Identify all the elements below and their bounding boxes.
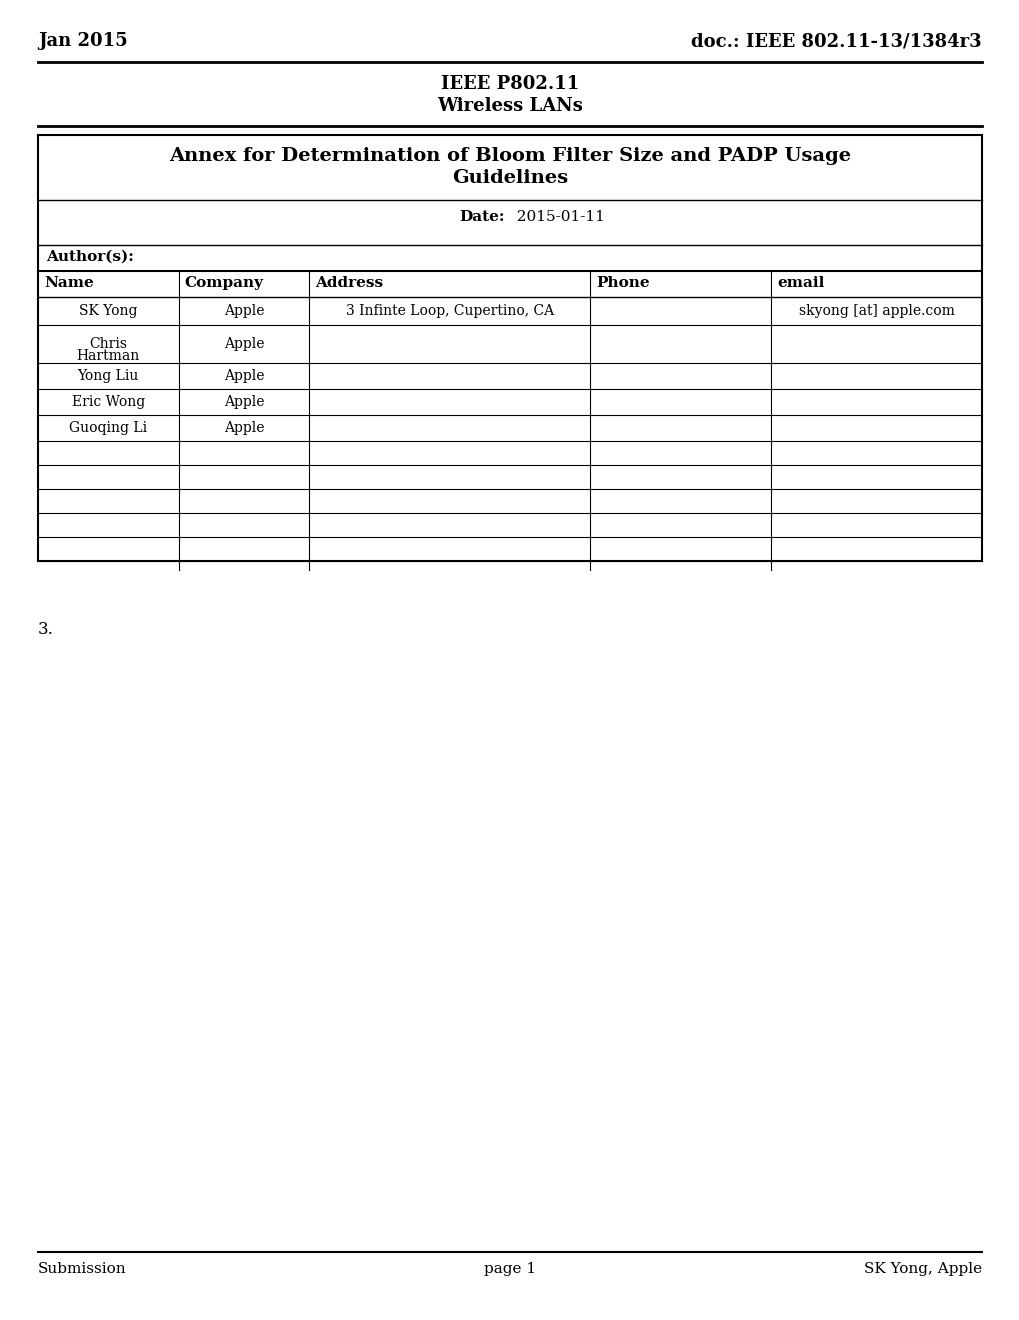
Text: Chris: Chris [90, 337, 127, 351]
Text: SK Yong, Apple: SK Yong, Apple [863, 1262, 981, 1276]
Text: Date:: Date: [459, 210, 504, 224]
Text: Hartman: Hartman [76, 348, 140, 363]
Text: Apple: Apple [223, 304, 264, 318]
Text: Phone: Phone [596, 276, 649, 290]
Text: Author(s):: Author(s): [46, 249, 133, 264]
Text: Apple: Apple [223, 337, 264, 351]
Text: page 1: page 1 [483, 1262, 536, 1276]
Text: Submission: Submission [38, 1262, 126, 1276]
Text: Annex for Determination of Bloom Filter Size and PADP Usage: Annex for Determination of Bloom Filter … [169, 147, 850, 165]
Text: Name: Name [44, 276, 94, 290]
Text: doc.: IEEE 802.11-13/1384r3: doc.: IEEE 802.11-13/1384r3 [691, 32, 981, 50]
Text: 3 Infinte Loop, Cupertino, CA: 3 Infinte Loop, Cupertino, CA [345, 304, 553, 318]
Text: Apple: Apple [223, 421, 264, 436]
Text: Eric Wong: Eric Wong [71, 395, 145, 409]
Text: Jan 2015: Jan 2015 [38, 32, 127, 50]
Text: IEEE P802.11: IEEE P802.11 [440, 75, 579, 92]
Text: 2015-01-11: 2015-01-11 [506, 210, 604, 224]
Text: Apple: Apple [223, 395, 264, 409]
Text: SK Yong: SK Yong [78, 304, 138, 318]
Text: Apple: Apple [223, 370, 264, 383]
Bar [38, 135, 981, 561]
Text: 3.: 3. [38, 620, 54, 638]
Text: email: email [776, 276, 823, 290]
Text: Yong Liu: Yong Liu [77, 370, 139, 383]
Text: skyong [at] apple.com: skyong [at] apple.com [798, 304, 954, 318]
Text: Guoqing Li: Guoqing Li [69, 421, 147, 436]
Text: Wireless LANs: Wireless LANs [436, 96, 583, 115]
Text: Company: Company [184, 276, 263, 290]
Text: Guidelines: Guidelines [451, 169, 568, 187]
Text: Address: Address [315, 276, 383, 290]
